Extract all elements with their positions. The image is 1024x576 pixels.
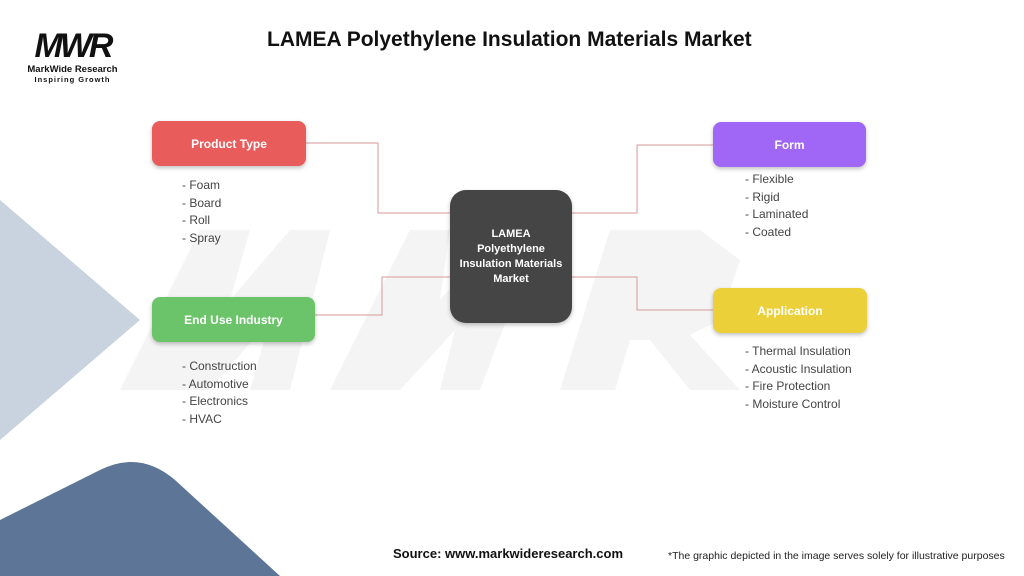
list-item: - Foam (182, 178, 221, 192)
list-item: - Board (182, 195, 222, 210)
list-item: - Electronics (182, 394, 249, 409)
connector-lines (306, 142, 713, 316)
center-node: LAMEA Polyethylene Insulation Materials … (450, 190, 572, 323)
segment-application: Application (713, 288, 867, 333)
list-item: - Fire Protection (745, 379, 831, 394)
list-item: - Acoustic Insulation (745, 361, 852, 376)
list-item: - Thermal Insulation (745, 344, 851, 358)
logo-name: MarkWide Research (27, 64, 118, 75)
application-list: - Thermal Insulation - Acoustic Insulati… (745, 343, 852, 413)
segment-product-type: Product Type (152, 121, 306, 166)
segment-end-use-industry: End Use Industry (152, 297, 315, 342)
list-item: - Laminated (745, 207, 809, 222)
page-title: LAMEA Polyethylene Insulation Materials … (267, 28, 752, 51)
form-list: - Flexible - Rigid - Laminated - Coated (745, 171, 808, 241)
product-type-list: - Foam - Board - Roll - Spray (182, 177, 221, 247)
disclaimer-note: *The graphic depicted in the image serve… (668, 550, 1005, 562)
list-item: - Moisture Control (745, 396, 841, 411)
list-item: - Coated (745, 224, 792, 239)
list-item: - Roll (182, 213, 211, 228)
end-use-industry-list: - Construction - Automotive - Electronic… (182, 358, 257, 428)
list-item: - Automotive (182, 376, 249, 391)
list-item: - Spray (182, 230, 221, 245)
list-item: - Rigid (745, 189, 780, 204)
list-item: - HVAC (182, 411, 222, 426)
list-item: - Flexible (745, 172, 794, 186)
list-item: - Construction (182, 359, 257, 373)
logo: MWR MarkWide Research Inspiring Growth (20, 28, 125, 84)
logo-tagline: Inspiring Growth (34, 75, 111, 84)
logo-mark: MWR (34, 27, 114, 65)
segment-form: Form (713, 122, 866, 167)
source-text: Source: www.markwideresearch.com (393, 546, 624, 561)
